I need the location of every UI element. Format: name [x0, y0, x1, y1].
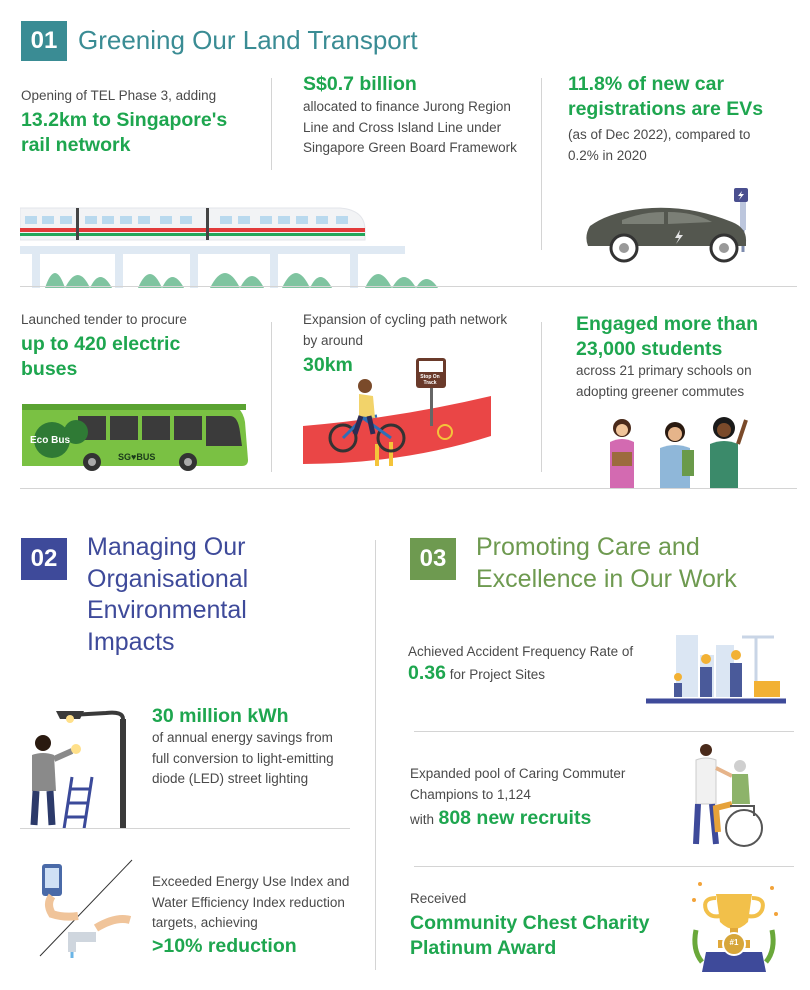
- electric-bus-illustration: [20, 402, 250, 476]
- street-light-worker-illustration: [26, 707, 136, 829]
- tel-highlight: 13.2km to Singapore's rail network: [21, 109, 228, 156]
- divider: [271, 78, 272, 170]
- medal-label: #1: [729, 938, 739, 947]
- divider: [375, 540, 376, 970]
- train-illustration: [20, 200, 440, 288]
- champions-text: Expanded pool of Caring Commuter Champio…: [410, 766, 626, 802]
- tap-water-illustration: [38, 858, 134, 958]
- divider: [414, 866, 794, 867]
- divider: [541, 78, 542, 250]
- section-number-03: 03: [410, 538, 456, 580]
- funding-highlight: S$0.7 billion: [303, 73, 417, 95]
- divider: [20, 488, 797, 489]
- accident-text-before: Achieved Accident Frequency Rate of: [408, 644, 634, 659]
- buses-text: Launched tender to procure: [21, 312, 187, 327]
- students-illustration: [600, 414, 750, 490]
- divider: [20, 286, 797, 287]
- section-number-01: 01: [21, 21, 67, 61]
- accident-value: 0.36: [408, 661, 446, 684]
- buses-highlight: up to 420 electric buses: [21, 333, 181, 380]
- students-highlight: Engaged more than 23,000 students: [576, 313, 759, 360]
- led-highlight: 30 million kWh: [152, 705, 289, 727]
- energy-highlight: >10% reduction: [152, 935, 297, 957]
- students-text: across 21 primary schools on adopting gr…: [576, 363, 752, 399]
- cycling-text: Expansion of cycling path network by aro…: [303, 312, 508, 348]
- cyclist-illustration: [303, 356, 493, 468]
- divider: [20, 828, 350, 829]
- trophy-icon: [686, 880, 782, 972]
- energy-text: Exceeded Energy Use Index and Water Effi…: [152, 874, 350, 930]
- sign-text: Stop On Track: [420, 374, 440, 386]
- bus-brand: SG♥BUS: [118, 452, 156, 462]
- accident-text: Achieved Accident Frequency Rate of 0.36…: [408, 642, 638, 685]
- award-text: Received: [410, 891, 467, 906]
- section-title-02: Managing Our Organisational Environmenta…: [87, 533, 249, 656]
- construction-workers-illustration: [646, 625, 786, 705]
- led-text: of annual energy savings from full conve…: [152, 730, 334, 786]
- accident-text-after: for Project Sites: [449, 666, 546, 682]
- divider: [271, 322, 272, 472]
- cycling-highlight: 30km: [303, 354, 353, 376]
- wheelchair-care-illustration: [688, 742, 768, 852]
- bus-label: Eco Bus: [30, 435, 71, 446]
- divider: [414, 731, 794, 732]
- evs-highlight: 11.8% of new car registrations are EVs: [568, 73, 764, 120]
- electric-car-icon: [582, 186, 762, 264]
- divider: [541, 322, 542, 472]
- section-title-03: Promoting Care and Excellence in Our Wor…: [476, 533, 737, 593]
- section-number-02: 02: [21, 538, 67, 580]
- award-highlight: Community Chest Charity Platinum Award: [410, 912, 650, 959]
- champions-highlight: 808 new recruits: [438, 807, 592, 829]
- tel-text: Opening of TEL Phase 3, adding: [21, 88, 217, 103]
- section-title-01: Greening Our Land Transport: [78, 25, 418, 55]
- funding-text: allocated to finance Jurong Region Line …: [303, 99, 517, 155]
- champions-line: with 808 new recruits: [410, 806, 650, 831]
- evs-text: (as of Dec 2022), compared to 0.2% in 20…: [568, 127, 751, 163]
- champions-with: with: [410, 812, 435, 827]
